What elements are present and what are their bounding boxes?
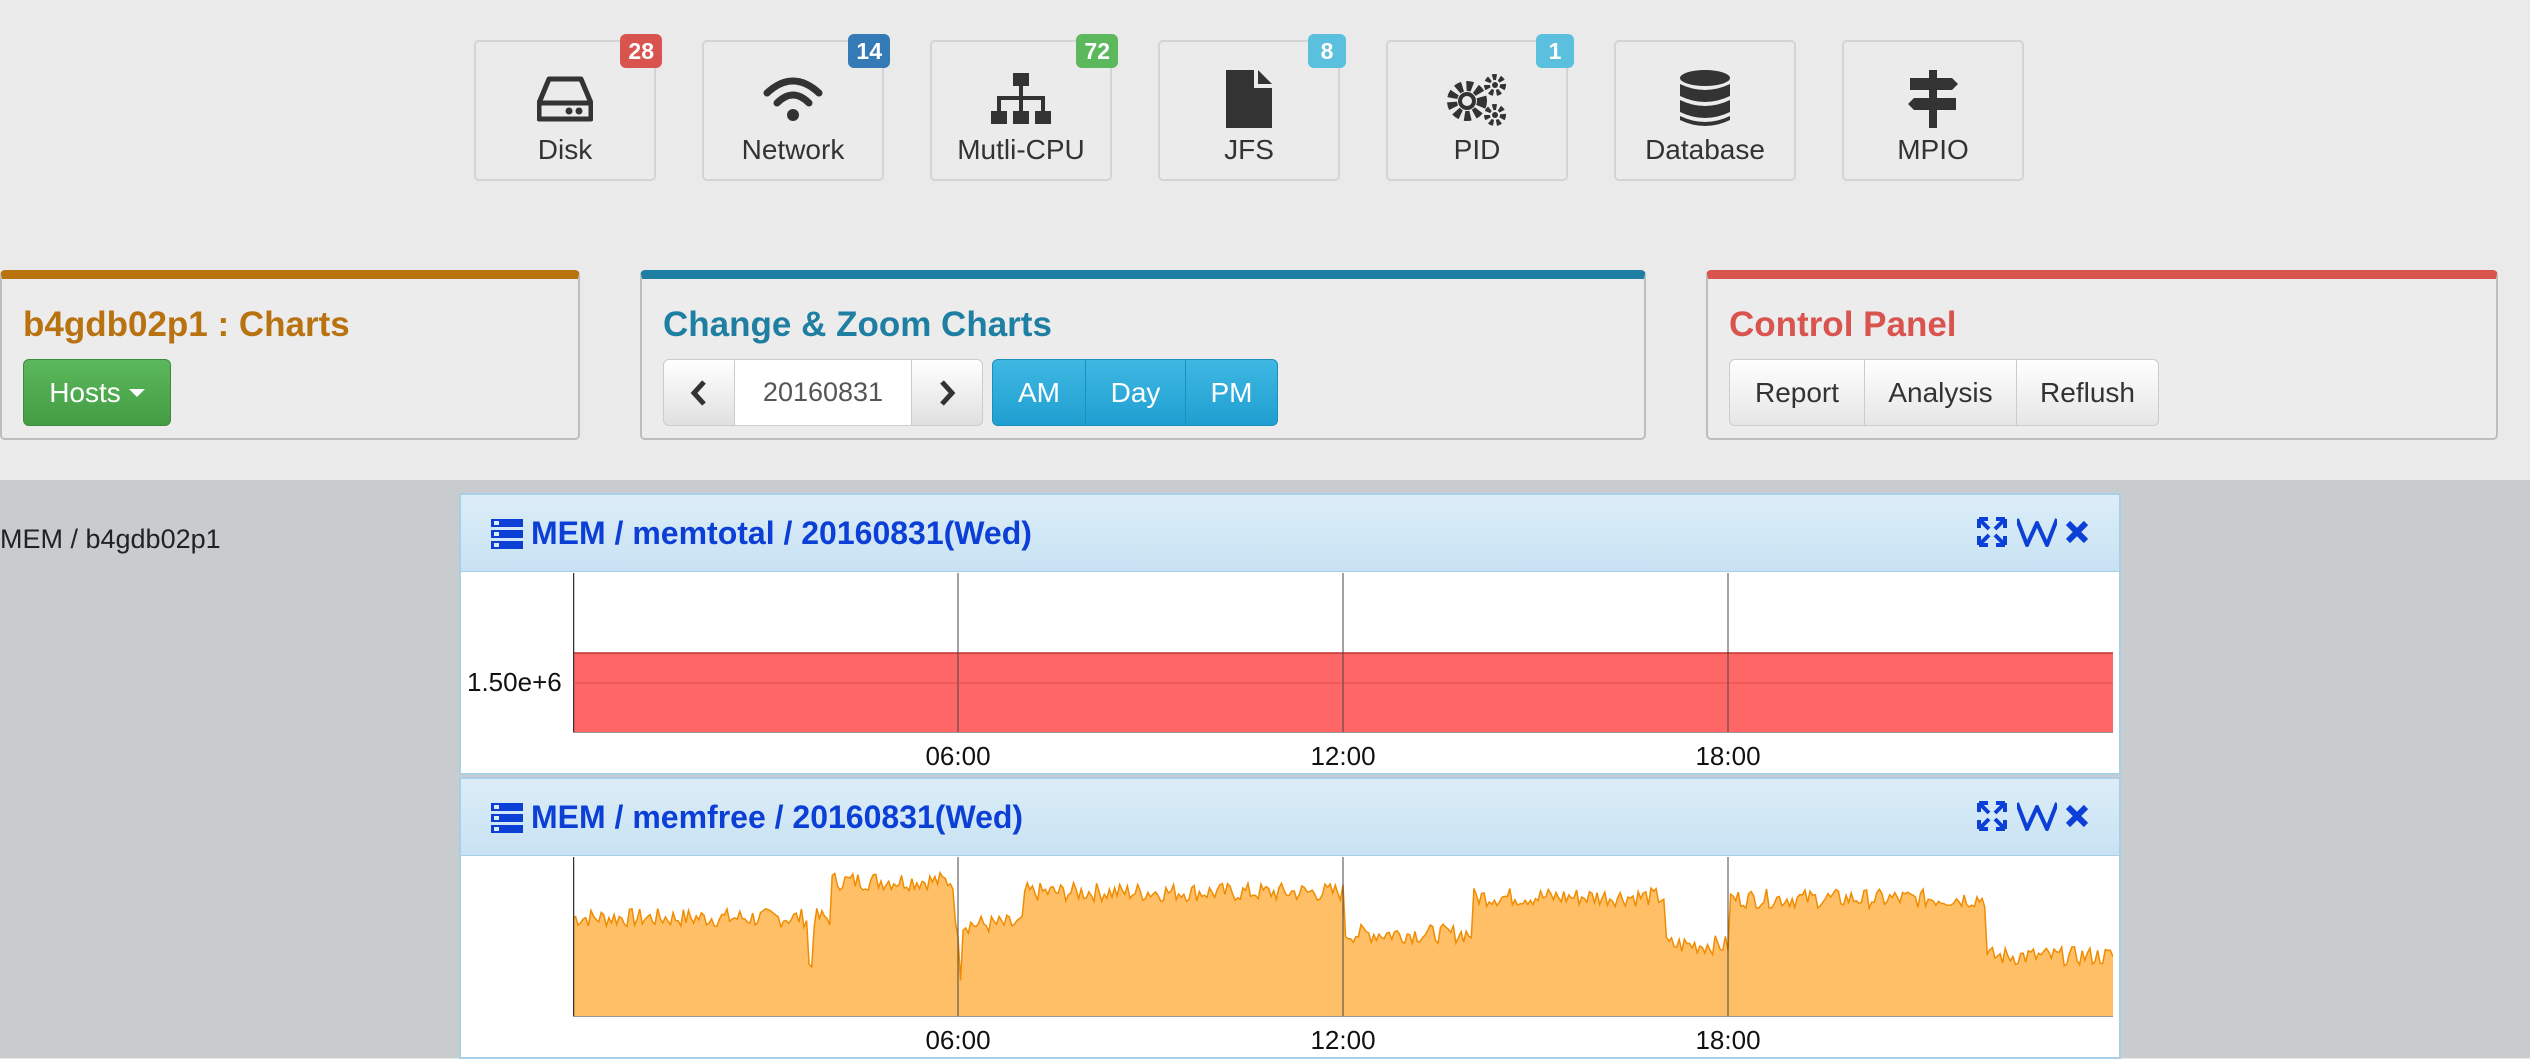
disk-count-badge: 28 [620, 34, 662, 68]
zoom-panel-title: Change & Zoom Charts [663, 305, 1052, 344]
network-button[interactable]: Network 14 [702, 34, 890, 181]
x-tick-label: 18:00 [1695, 741, 1761, 771]
wrench-icon[interactable] [2017, 517, 2057, 547]
chart-title: MEM / memtotal / 20160831(Wed) [531, 515, 1032, 551]
previous-day-button[interactable] [663, 359, 735, 426]
wrench-icon[interactable] [2017, 801, 2057, 831]
y-tick-label: 1.50e+6 [467, 667, 562, 697]
x-tick-label: 18:00 [1695, 1025, 1761, 1055]
hosts-dropdown-button[interactable]: Hosts [23, 359, 171, 426]
refresh-button[interactable]: Reflush [2017, 359, 2159, 426]
chevron-right-icon [940, 379, 956, 406]
mpio-button[interactable]: MPIO [1842, 40, 2024, 181]
memfree-plot [573, 857, 2113, 1017]
pid-label: PID [1453, 134, 1501, 165]
tasks-icon [491, 519, 523, 549]
memtotal-plot [573, 573, 2113, 733]
gears-icon [1388, 68, 1566, 130]
date-navigator [663, 359, 983, 426]
close-icon[interactable] [2065, 520, 2089, 544]
tasks-icon [491, 803, 523, 833]
signpost-icon [1844, 68, 2022, 130]
pid-button[interactable]: PID 1 [1386, 34, 1574, 181]
host-metric-label: MEM / b4gdb02p1 [0, 524, 221, 554]
file-icon [1160, 68, 1338, 130]
chart-title: MEM / memfree / 20160831(Wed) [531, 799, 1024, 835]
chart-header: MEM / memfree / 20160831(Wed) [461, 779, 2119, 856]
close-icon[interactable] [2065, 804, 2089, 828]
hdd-icon [476, 68, 654, 130]
multi-cpu-count-badge: 72 [1076, 34, 1118, 68]
wifi-icon [704, 68, 882, 130]
network-count-badge: 14 [848, 34, 890, 68]
am-button[interactable]: AM [992, 359, 1086, 426]
charts-panel-title: b4gdb02p1 : Charts [23, 305, 350, 344]
x-tick-label: 06:00 [925, 1025, 991, 1055]
control-panel-title: Control Panel [1729, 305, 1957, 344]
chart-area: MEM / b4gdb02p1 MEM / memtotal / 2016083… [0, 480, 2530, 1059]
next-day-button[interactable] [911, 359, 983, 426]
charts-panel: b4gdb02p1 : Charts Hosts [0, 270, 580, 440]
control-panel: Control Panel Report Analysis Reflush [1706, 270, 2498, 440]
report-button[interactable]: Report [1729, 359, 1865, 426]
network-label: Network [741, 134, 845, 165]
chevron-left-icon [690, 379, 706, 406]
expand-icon[interactable] [1977, 517, 2007, 547]
multi-cpu-label: Mutli-CPU [957, 134, 1085, 165]
time-range-group: AM Day PM [992, 359, 1278, 426]
x-tick-label: 06:00 [925, 741, 991, 771]
disk-label: Disk [537, 134, 593, 165]
disk-button[interactable]: Disk 28 [474, 34, 662, 181]
database-label: Database [1645, 134, 1765, 165]
date-input[interactable] [735, 359, 911, 426]
pm-button[interactable]: PM [1186, 359, 1278, 426]
multi-cpu-button[interactable]: Mutli-CPU 72 [930, 34, 1118, 181]
database-button[interactable]: Database [1614, 40, 1796, 181]
expand-icon[interactable] [1977, 801, 2007, 831]
chart-header: MEM / memtotal / 20160831(Wed) [461, 495, 2119, 572]
memfree-chart: MEM / memfree / 20160831(Wed) 06:00 12:0… [459, 777, 2121, 1059]
pid-count-badge: 1 [1536, 34, 1574, 68]
x-tick-label: 12:00 [1310, 741, 1376, 771]
jfs-label: JFS [1224, 134, 1274, 165]
database-icon [1616, 68, 1794, 130]
sitemap-icon [932, 68, 1110, 130]
day-button[interactable]: Day [1086, 359, 1186, 426]
analysis-button[interactable]: Analysis [1865, 359, 2017, 426]
hosts-label: Hosts [49, 376, 121, 408]
memfree-line [573, 870, 2113, 981]
jfs-count-badge: 8 [1308, 34, 1346, 68]
x-tick-label: 12:00 [1310, 1025, 1376, 1055]
mpio-label: MPIO [1897, 134, 1969, 165]
zoom-panel: Change & Zoom Charts AM Day PM [640, 270, 1646, 440]
control-button-group: Report Analysis Reflush [1729, 359, 2159, 426]
jfs-button[interactable]: JFS 8 [1158, 34, 1346, 181]
memtotal-chart: MEM / memtotal / 20160831(Wed) 1.50e+6 0… [459, 493, 2121, 775]
caret-down-icon [128, 388, 145, 397]
